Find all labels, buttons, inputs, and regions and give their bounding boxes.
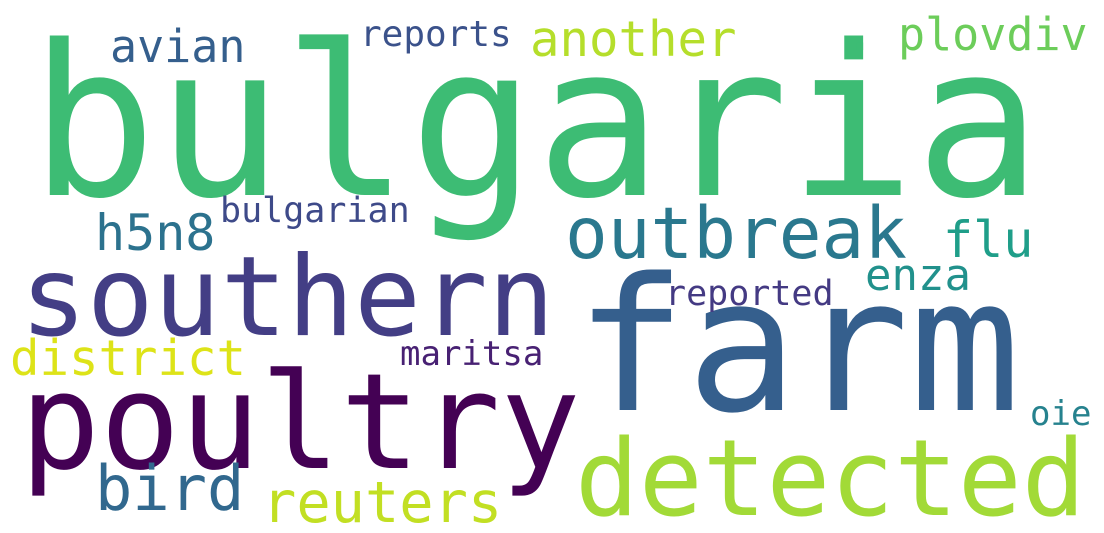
word: farm xyxy=(575,238,1021,454)
word: district xyxy=(10,330,246,387)
word: oie xyxy=(1030,394,1091,434)
word: bulgaria xyxy=(30,0,1041,245)
word: flu xyxy=(943,211,1033,269)
word: southern xyxy=(20,233,555,362)
word: reuters xyxy=(262,470,502,533)
word: poultry xyxy=(20,346,581,500)
word: outbreak xyxy=(565,192,907,275)
word: avian xyxy=(110,20,245,73)
word: enza xyxy=(865,250,971,301)
word: bird xyxy=(95,452,244,525)
word: maritsa xyxy=(400,334,543,374)
word: bulgarian xyxy=(220,191,410,231)
word: plovdiv xyxy=(898,8,1088,61)
word: . xyxy=(845,4,875,62)
word: reported xyxy=(665,274,834,314)
word: reports xyxy=(360,14,512,55)
word: h5n8 xyxy=(95,204,215,262)
word: detected xyxy=(575,417,1086,533)
word: another xyxy=(530,11,737,68)
